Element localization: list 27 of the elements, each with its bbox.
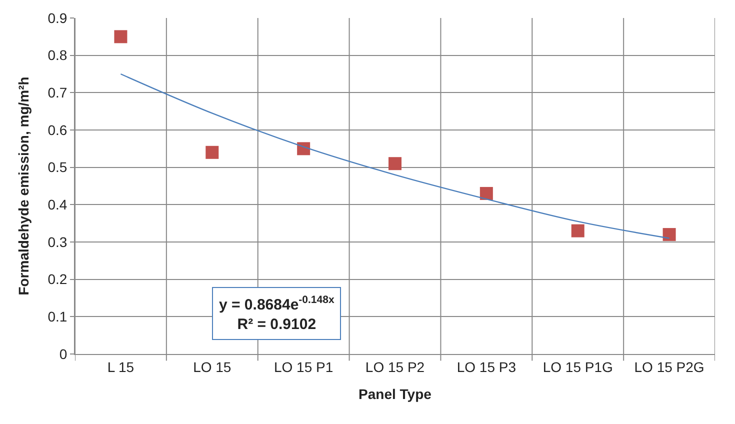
annotation: y = 0.8684e$^{-0.148x}$ <box>219 294 334 314</box>
x-axis-title: Panel Type <box>358 386 432 402</box>
y-tick-label: 0.1 <box>48 308 68 325</box>
y-axis-title: Formaldehyde emission, mg/m²h <box>15 76 32 296</box>
annotation: R² = 0.9102 <box>237 316 316 333</box>
y-tick-label: 0.7 <box>48 84 68 101</box>
x-tick-label: LO 15 P3 <box>456 358 516 375</box>
x-tick-label: LO 15 <box>193 358 232 375</box>
x-tick-label: L 15 <box>107 358 134 375</box>
point <box>114 30 128 44</box>
y-tick-label: 0.6 <box>48 122 68 138</box>
point <box>662 228 676 242</box>
x-tick-label: LO 15 P1G <box>542 358 613 375</box>
y-tick-label: 0.5 <box>48 159 68 176</box>
y-tick-label: 0.9 <box>48 10 68 26</box>
y-tick-label: 0.8 <box>48 47 68 64</box>
x-tick-label: LO 15 P2 <box>365 358 425 375</box>
point <box>206 146 219 159</box>
y-tick-label: 0.4 <box>48 196 68 213</box>
x-tick-label: LO 15 P1 <box>274 358 334 375</box>
x-tick-label: LO 15 P2G <box>634 358 704 375</box>
y-tick-label: 0.2 <box>48 271 68 288</box>
point <box>480 186 493 200</box>
y-tick-label: 0 <box>59 346 68 362</box>
point <box>388 157 402 170</box>
y-tick-label: 0.3 <box>48 234 68 250</box>
point <box>571 224 584 238</box>
